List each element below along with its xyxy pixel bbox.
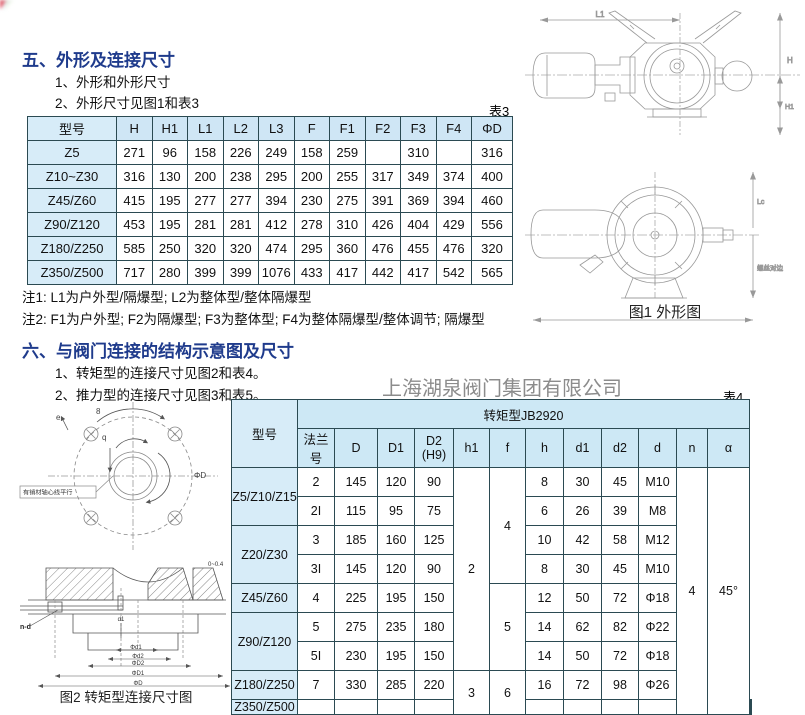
svg-text:有销材轴心线平行: 有销材轴心线平行 [23, 489, 73, 497]
svg-text:图2 转矩型连接尺寸图: 图2 转矩型连接尺寸图 [60, 689, 193, 705]
svg-text:n-d: n-d [20, 624, 31, 631]
svg-text:ΦD: ΦD [133, 681, 143, 687]
svg-text:L1: L1 [596, 10, 605, 19]
svg-text:Φd2: Φd2 [132, 654, 144, 660]
svg-text:8: 8 [96, 407, 101, 416]
svg-text:d1: d1 [118, 617, 125, 623]
svg-text:螺丝对边: 螺丝对边 [757, 263, 784, 272]
svg-text:图1 外形图: 图1 外形图 [629, 304, 702, 321]
svg-text:ΦD1: ΦD1 [132, 671, 145, 677]
svg-text:ΦD: ΦD [194, 471, 206, 480]
svg-text:ΦD2: ΦD2 [132, 661, 145, 667]
svg-text:H: H [787, 56, 793, 65]
svg-text:H1: H1 [785, 104, 794, 111]
svg-text:0~0.4: 0~0.4 [208, 562, 224, 568]
svg-text:e: e [56, 413, 61, 422]
svg-text:q: q [102, 433, 106, 442]
svg-text:Lc: Lc [757, 199, 765, 206]
svg-text:Φd1: Φd1 [130, 645, 142, 651]
